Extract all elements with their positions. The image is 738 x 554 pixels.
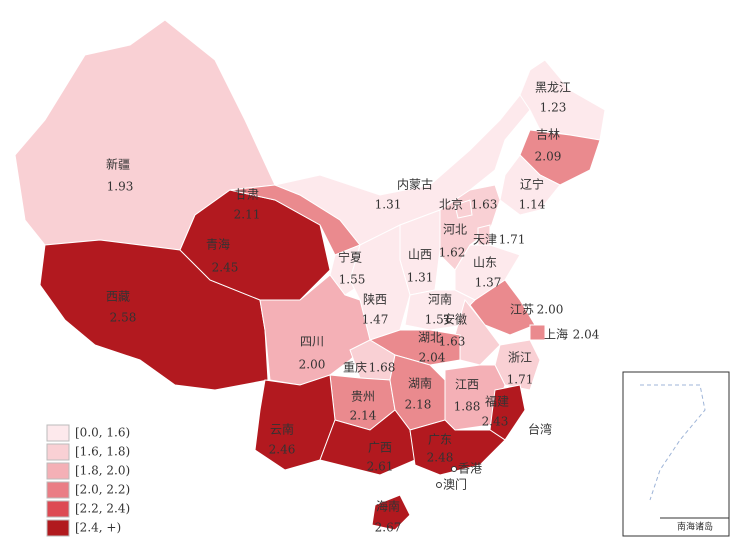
- legend-swatch: [46, 462, 70, 480]
- province-value: 1.93: [107, 180, 134, 194]
- inset-frame: [622, 371, 730, 537]
- province-value: 1.47: [362, 313, 389, 327]
- province-name: 陕西: [363, 292, 387, 307]
- legend-swatch: [46, 481, 70, 499]
- province-name: 湖南: [408, 376, 432, 391]
- inset-title: 南海诸岛: [677, 521, 713, 533]
- province: [489, 384, 526, 441]
- province-value: 1.63: [471, 198, 498, 212]
- province-value: 1.31: [407, 271, 434, 285]
- province-name: 湖北: [418, 330, 442, 345]
- province: [371, 494, 411, 531]
- province-value: 1.71: [499, 233, 526, 247]
- province-value: 2.45: [212, 261, 239, 275]
- province: [454, 199, 473, 219]
- legend-label: [1.8, 2.0): [75, 464, 130, 478]
- province-name: 上海: [544, 327, 568, 342]
- province-name: 内蒙古: [397, 177, 433, 192]
- province-value: 2.46: [269, 443, 296, 457]
- province-name: 新疆: [106, 157, 130, 172]
- legend-label: [0.0, 1.6): [75, 426, 130, 440]
- province-value: 2.18: [405, 398, 432, 412]
- province-name: 山东: [473, 256, 497, 270]
- province: [499, 154, 561, 216]
- place-dot: [436, 482, 442, 488]
- legend-label: [2.0, 2.2): [75, 483, 130, 497]
- province-name: 江西: [455, 378, 479, 392]
- province-value: 1.23: [540, 101, 567, 115]
- province-name: 台湾: [528, 422, 552, 437]
- province-name: 甘肃: [235, 188, 259, 202]
- place-name: 香港: [458, 462, 482, 476]
- province-name: 广西: [368, 441, 392, 455]
- province-name: 北京: [439, 198, 463, 212]
- province: [529, 324, 546, 341]
- province-value: 1.31: [375, 198, 402, 212]
- province-value: 2.43: [482, 415, 509, 429]
- province-name: 四川: [300, 335, 324, 349]
- province-value: 2.00: [299, 358, 326, 372]
- legend-swatch: [46, 424, 70, 442]
- province-name: 福建: [485, 394, 509, 409]
- province-name: 吉林: [536, 128, 560, 142]
- province-value: 1.68: [369, 361, 396, 375]
- province-value: 2.61: [367, 460, 394, 474]
- province-name: 河北: [443, 223, 467, 237]
- province-value: 2.04: [419, 351, 446, 365]
- province: [469, 279, 536, 336]
- province-value: 1.63: [439, 335, 466, 349]
- province-value: 1.88: [454, 400, 481, 414]
- province-value: 2.48: [427, 451, 454, 465]
- province: [532, 404, 546, 452]
- province-name: 辽宁: [520, 177, 544, 192]
- province-value: 2.00: [537, 303, 564, 317]
- province-value: 2.58: [110, 311, 137, 325]
- province-value: 1.14: [519, 198, 546, 212]
- inset-border: [640, 384, 706, 501]
- province-name: 重庆: [343, 361, 367, 375]
- place-dot: [451, 466, 457, 472]
- province-name: 浙江: [508, 351, 532, 365]
- province-value: 2.67: [375, 521, 402, 535]
- province-name: 安徽: [443, 312, 467, 327]
- province-name: 江苏: [510, 303, 534, 317]
- province-name: 广东: [428, 433, 452, 447]
- province-value: 2.04: [573, 328, 600, 342]
- legend-swatch: [46, 519, 70, 537]
- province-name: 贵州: [351, 390, 375, 404]
- province-name: 云南: [270, 422, 294, 437]
- province: [519, 59, 606, 141]
- province-name: 黑龙江: [535, 81, 571, 95]
- province-value: 1.71: [507, 373, 534, 387]
- province-name: 青海: [206, 237, 230, 252]
- province-name: 宁夏: [338, 250, 362, 265]
- legend-swatch: [46, 500, 70, 518]
- legend-label: [2.4, +): [75, 521, 121, 535]
- province-value: 2.14: [350, 409, 377, 423]
- province-value: 1.55: [339, 273, 366, 287]
- province-value: 1.51: [425, 313, 452, 327]
- province-name: 山西: [408, 248, 432, 262]
- province-value: 1.62: [439, 246, 466, 260]
- legend-label: [2.2, 2.4): [75, 502, 130, 516]
- place-name: 澳门: [443, 477, 467, 492]
- province-value: 2.11: [234, 208, 261, 222]
- province-name: 天津: [473, 233, 497, 247]
- province-value: 1.37: [475, 276, 502, 290]
- province-name: 西藏: [106, 290, 130, 304]
- province-name: 河南: [428, 292, 452, 307]
- legend-swatch: [46, 443, 70, 461]
- province: [179, 189, 331, 301]
- province-value: 2.09: [535, 150, 562, 164]
- province-name: 海南: [376, 499, 400, 514]
- legend-label: [1.6, 1.8): [75, 445, 130, 459]
- province: [409, 419, 506, 476]
